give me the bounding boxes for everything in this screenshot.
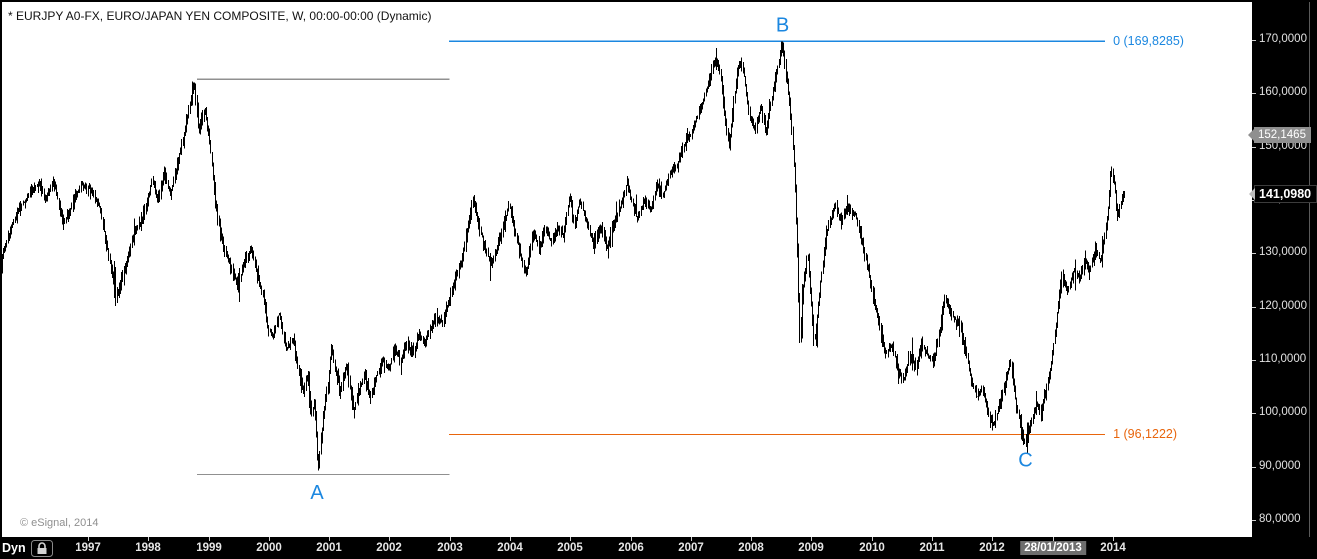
time-tick-mark [811, 537, 812, 541]
last-price-text: 141,0980 [1259, 187, 1312, 201]
time-tick-label: 2005 [557, 542, 583, 554]
time-tick-mark [872, 537, 873, 541]
price-tick-mark [1252, 40, 1256, 41]
time-tick-label: 2008 [738, 542, 764, 554]
time-tick-mark [88, 537, 89, 541]
price-bars [2, 41, 1125, 471]
price-chart-canvas[interactable]: 0 (169,8285) 1 (96,1222) A B C [2, 2, 1252, 537]
time-axis[interactable]: Dyn 1997 1998 1999 2000 2001 2002 2003 2004 2005… [0, 537, 1317, 559]
price-tick-label: 160,0000 [1259, 86, 1307, 98]
wave-label-c: C [1018, 450, 1032, 472]
time-tick-label: 2010 [859, 542, 885, 554]
time-tick-label: 2000 [256, 542, 282, 554]
time-tick-mark [510, 537, 511, 541]
time-tick-label: 2014 [1100, 542, 1126, 554]
price-tick-mark [1252, 253, 1256, 254]
time-tick-label: 1997 [75, 542, 101, 554]
price-tick-label: 90,0000 [1259, 460, 1301, 472]
fib-level-label-0: 0 (169,8285) [1113, 34, 1184, 48]
time-tick-mark [389, 537, 390, 541]
price-tick-mark [1252, 93, 1256, 94]
time-tick-label: 2006 [618, 542, 644, 554]
price-axis[interactable]: 152,1465 141,0980 170,0000 160,0000 150,00… [1248, 2, 1317, 537]
time-tick-label: 2001 [316, 542, 342, 554]
time-tick-label: 2011 [919, 542, 945, 554]
wave-label-b: B [776, 14, 789, 36]
wave-label-a: A [310, 482, 324, 504]
time-tick-mark [450, 537, 451, 541]
chart-title: * EURJPY A0-FX, EURO/JAPAN YEN COMPOSITE… [8, 9, 432, 23]
time-tick-mark [1113, 537, 1114, 541]
price-tick-mark [1252, 413, 1256, 414]
price-axis-divider [1309, 2, 1310, 537]
price-tick-label: 130,0000 [1259, 246, 1307, 258]
time-tick-mark [992, 537, 993, 541]
fib-level-label-1: 1 (96,1222) [1113, 427, 1177, 441]
time-tick-mark [932, 537, 933, 541]
time-tick-label: 2002 [376, 542, 402, 554]
price-tick-label: 80,0000 [1259, 513, 1301, 525]
price-tick-label: 110,0000 [1259, 353, 1307, 365]
time-tick-label: 2007 [678, 542, 704, 554]
price-tick-label: 150,0000 [1259, 140, 1307, 152]
time-tick-label: 1998 [135, 542, 161, 554]
price-tick-mark [1252, 467, 1256, 468]
time-tick-label: 2004 [497, 542, 523, 554]
time-tick-label: 2009 [798, 542, 824, 554]
selected-date-badge: 28/01/2013 [1020, 541, 1086, 555]
lock-icon [30, 539, 53, 557]
time-tick-mark [631, 537, 632, 541]
last-price-badge: 141,0980 [1249, 185, 1317, 203]
time-tick-mark [691, 537, 692, 541]
interval-tab-dyn[interactable]: Dyn [2, 538, 53, 558]
price-tick-label: 120,0000 [1259, 300, 1307, 312]
time-tick-mark [148, 537, 149, 541]
study-value-badge: 152,1465 [1248, 127, 1311, 143]
chart-pane[interactable]: * EURJPY A0-FX, EURO/JAPAN YEN COMPOSITE… [2, 2, 1252, 537]
time-tick-mark [1053, 537, 1054, 541]
time-tick-mark [269, 537, 270, 541]
price-tick-mark [1252, 520, 1256, 521]
time-tick-label: 2003 [437, 542, 463, 554]
badge-arrow-icon [1248, 129, 1254, 141]
copyright-label: © eSignal, 2014 [20, 517, 99, 529]
time-tick-mark [751, 537, 752, 541]
price-tick-label: 100,0000 [1259, 406, 1307, 418]
price-tick-label: 170,0000 [1259, 33, 1307, 45]
price-tick-mark [1252, 147, 1256, 148]
badge-arrow-icon [1249, 188, 1255, 200]
study-value-text: 152,1465 [1258, 129, 1306, 141]
time-tick-mark [570, 537, 571, 541]
interval-tab-label: Dyn [2, 541, 26, 555]
time-tick-label: 2012 [979, 542, 1005, 554]
price-tick-mark [1252, 360, 1256, 361]
time-tick-mark [209, 537, 210, 541]
price-tick-mark [1252, 307, 1256, 308]
time-tick-label: 1999 [196, 542, 222, 554]
time-tick-mark [329, 537, 330, 541]
